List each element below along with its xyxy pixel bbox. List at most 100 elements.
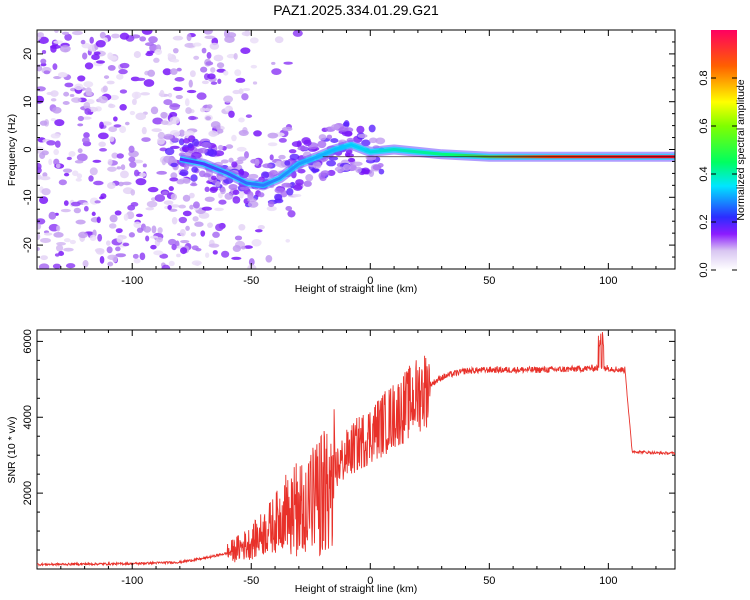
noise-blob: [192, 216, 199, 222]
noise-blob: [236, 146, 247, 152]
noise-blob: [189, 192, 195, 199]
noise-blob: [159, 253, 169, 259]
noise-blob: [71, 97, 82, 103]
noise-blob: [107, 182, 116, 190]
ridge-cloud-blob: [326, 160, 337, 167]
noise-blob: [133, 169, 140, 177]
noise-blob: [267, 132, 279, 139]
ridge-cloud-blob: [330, 138, 339, 144]
noise-blob: [185, 107, 192, 114]
noise-blob: [76, 153, 88, 162]
noise-blob: [149, 44, 158, 52]
ridge-cloud-blob: [326, 134, 333, 140]
ridge-cloud-blob: [267, 201, 275, 208]
ridge-cloud-blob: [170, 172, 178, 179]
noise-blob: [81, 116, 92, 120]
spectrogram-ridge: [178, 139, 675, 191]
noise-blob: [200, 230, 206, 237]
noise-blob: [184, 42, 196, 48]
noise-blob: [167, 92, 173, 98]
noise-blob: [278, 137, 287, 143]
ridge-cloud-blob: [235, 159, 244, 165]
noise-blob: [254, 229, 263, 233]
noise-blob: [145, 235, 150, 242]
noise-blob: [192, 42, 202, 47]
noise-blob: [113, 124, 122, 128]
noise-blob: [120, 170, 129, 179]
noise-blob: [109, 94, 119, 101]
noise-blob: [40, 58, 47, 64]
noise-blob: [56, 225, 61, 232]
noise-blob: [160, 120, 169, 126]
ridge-cloud-blob: [262, 163, 273, 169]
noise-blob: [168, 238, 177, 246]
ridge-cloud-blob: [317, 140, 327, 149]
ridge-cloud-blob: [305, 174, 314, 182]
snr-x-tick-label: 100: [599, 575, 617, 587]
noise-blob: [89, 234, 97, 241]
noise-blob: [186, 89, 197, 94]
noise-blob: [157, 227, 163, 234]
noise-blob: [146, 50, 155, 54]
noise-blob: [285, 238, 291, 243]
ridge-cloud-blob: [178, 138, 185, 146]
noise-blob: [180, 247, 188, 255]
noise-blob: [244, 30, 250, 37]
noise-blob: [72, 170, 79, 177]
ridge-cloud-blob: [247, 200, 259, 208]
spectrogram-x-tick-label: 50: [483, 275, 495, 287]
noise-blob: [66, 156, 72, 161]
snr-x-tick-label: 0: [367, 575, 373, 587]
noise-blob: [133, 258, 141, 264]
noise-blob: [41, 150, 49, 156]
ridge-cloud-blob: [378, 168, 385, 175]
noise-blob: [75, 219, 86, 225]
ridge-cloud-blob: [192, 138, 200, 147]
noise-blob: [240, 47, 251, 54]
noise-blob: [182, 210, 192, 217]
noise-blob: [132, 253, 139, 259]
noise-blob: [40, 237, 51, 243]
noise-blob: [141, 30, 153, 35]
noise-blob: [54, 253, 60, 257]
noise-blob: [119, 125, 127, 134]
noise-blob: [128, 145, 135, 153]
noise-blob: [195, 247, 202, 252]
ridge-cloud-blob: [254, 158, 260, 166]
noise-blob: [214, 207, 224, 212]
noise-blob: [95, 39, 106, 48]
noise-blob: [43, 70, 51, 75]
noise-blob: [149, 235, 159, 239]
ridge-cloud-blob: [342, 121, 350, 127]
spectrogram-y-tick-label: 20: [22, 48, 34, 60]
ridge-cloud-blob: [182, 178, 191, 184]
noise-blob: [135, 213, 143, 218]
noise-blob: [95, 248, 105, 255]
noise-blob: [186, 33, 192, 42]
noise-blob: [50, 133, 61, 139]
noise-blob: [281, 126, 293, 132]
noise-blob: [113, 116, 118, 122]
noise-blob: [143, 79, 155, 87]
noise-blob: [130, 189, 136, 196]
noise-blob: [40, 255, 48, 261]
noise-blob: [161, 190, 169, 196]
noise-blob: [43, 232, 53, 236]
noise-blob: [152, 117, 164, 125]
noise-blob: [91, 54, 100, 61]
noise-blob: [84, 108, 92, 115]
noise-blob: [145, 207, 155, 211]
noise-blob: [213, 54, 224, 62]
ridge-cloud-blob: [296, 140, 302, 148]
noise-blob: [150, 244, 157, 250]
noise-blob: [139, 36, 147, 42]
noise-blob: [84, 62, 94, 70]
noise-blob: [97, 233, 103, 242]
ridge-cloud-blob: [197, 147, 208, 154]
noise-blob: [135, 112, 147, 121]
noise-blob: [50, 117, 57, 122]
noise-blob: [170, 145, 180, 150]
noise-blob: [69, 239, 76, 245]
noise-blob: [156, 236, 163, 243]
ridge-cloud-blob: [295, 179, 304, 186]
